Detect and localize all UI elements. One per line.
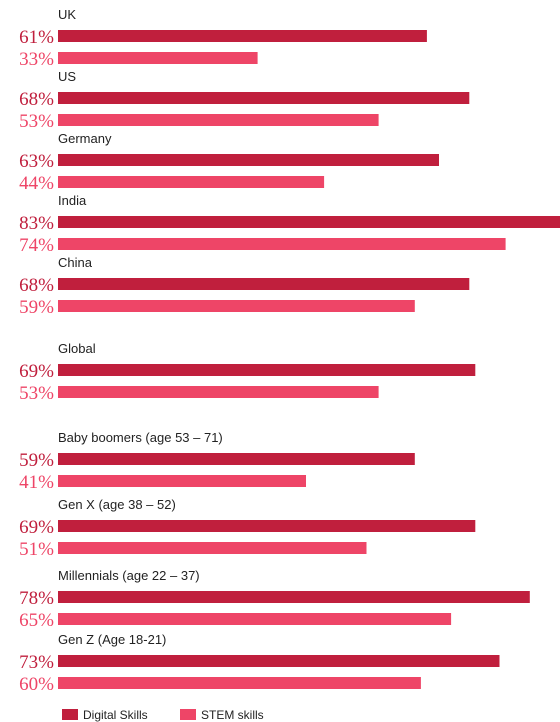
stem-skills-bar bbox=[58, 300, 415, 312]
category-label: Baby boomers (age 53 – 71) bbox=[58, 430, 223, 445]
digital-skills-bar bbox=[58, 92, 470, 104]
stem-skills-value-label: 65% bbox=[19, 610, 54, 631]
chart-groups: UK61%33%US68%53%Germany63%44%India83%74%… bbox=[19, 7, 560, 695]
legend-swatch bbox=[180, 709, 196, 720]
stem-skills-value-label: 53% bbox=[19, 111, 54, 132]
stem-skills-bar bbox=[58, 542, 367, 554]
category-label: Germany bbox=[58, 131, 112, 146]
category-label: Millennials (age 22 – 37) bbox=[58, 568, 200, 583]
stem-skills-bar bbox=[58, 475, 306, 487]
legend-label: STEM skills bbox=[201, 708, 264, 722]
bar-group: UK 61%33% bbox=[19, 7, 427, 70]
digital-skills-value-label: 78% bbox=[19, 588, 54, 609]
digital-skills-value-label: 73% bbox=[19, 652, 54, 673]
category-label: China bbox=[58, 255, 93, 270]
stem-skills-bar bbox=[58, 176, 325, 188]
digital-skills-value-label: 61% bbox=[19, 27, 54, 48]
stem-skills-value-label: 53% bbox=[19, 383, 54, 404]
digital-skills-value-label: 68% bbox=[19, 89, 54, 110]
category-label: Gen Z (Age 18-21) bbox=[58, 632, 166, 647]
bar-group: Gen X (age 38 – 52) 69%51% bbox=[19, 497, 476, 560]
stem-skills-bar bbox=[58, 677, 421, 689]
bar-group: US 68%53% bbox=[19, 69, 470, 132]
stem-skills-bar bbox=[58, 386, 379, 398]
digital-skills-value-label: 59% bbox=[19, 450, 54, 471]
bar-group: Global 69%53% bbox=[19, 341, 476, 404]
digital-skills-bar bbox=[58, 278, 470, 290]
stem-skills-bar bbox=[58, 238, 506, 250]
category-label: US bbox=[58, 69, 76, 84]
bar-group: Gen Z (Age 18-21) 73%60% bbox=[19, 632, 500, 695]
chart-legend: Digital Skills STEM skills bbox=[62, 708, 264, 722]
digital-skills-bar bbox=[58, 216, 560, 228]
legend-item-digital-skills: Digital Skills bbox=[62, 708, 148, 722]
digital-skills-bar bbox=[58, 154, 439, 166]
digital-skills-bar bbox=[58, 30, 427, 42]
stem-skills-bar bbox=[58, 114, 379, 126]
stem-skills-value-label: 60% bbox=[19, 674, 54, 695]
stem-skills-value-label: 59% bbox=[19, 297, 54, 318]
digital-skills-value-label: 63% bbox=[19, 151, 54, 172]
digital-skills-value-label: 68% bbox=[19, 275, 54, 296]
bar-group: Millennials (age 22 – 37) 78%65% bbox=[19, 568, 530, 631]
legend-swatch bbox=[62, 709, 78, 720]
category-label: India bbox=[58, 193, 87, 208]
digital-skills-value-label: 69% bbox=[19, 517, 54, 538]
digital-skills-value-label: 83% bbox=[19, 213, 54, 234]
stem-skills-bar bbox=[58, 52, 258, 64]
stem-skills-value-label: 74% bbox=[19, 235, 54, 256]
legend-label: Digital Skills bbox=[83, 708, 148, 722]
category-label: UK bbox=[58, 7, 76, 22]
digital-skills-bar bbox=[58, 453, 415, 465]
stem-skills-bar bbox=[58, 613, 452, 625]
stem-skills-value-label: 33% bbox=[19, 49, 54, 70]
bar-group: China 68%59% bbox=[19, 255, 470, 318]
bar-group: Germany 63%44% bbox=[19, 131, 439, 194]
digital-skills-value-label: 69% bbox=[19, 361, 54, 382]
digital-skills-bar bbox=[58, 655, 500, 667]
category-label: Gen X (age 38 – 52) bbox=[58, 497, 176, 512]
legend-item-stem-skills: STEM skills bbox=[180, 708, 264, 722]
stem-skills-value-label: 44% bbox=[19, 173, 54, 194]
bar-group: Baby boomers (age 53 – 71) 59%41% bbox=[19, 430, 415, 493]
stem-skills-value-label: 41% bbox=[19, 472, 54, 493]
category-label: Global bbox=[58, 341, 96, 356]
bar-group: India 83%74% bbox=[19, 193, 560, 256]
digital-skills-bar bbox=[58, 364, 476, 376]
stem-skills-value-label: 51% bbox=[19, 539, 54, 560]
digital-skills-bar bbox=[58, 520, 476, 532]
digital-skills-bar bbox=[58, 591, 530, 603]
